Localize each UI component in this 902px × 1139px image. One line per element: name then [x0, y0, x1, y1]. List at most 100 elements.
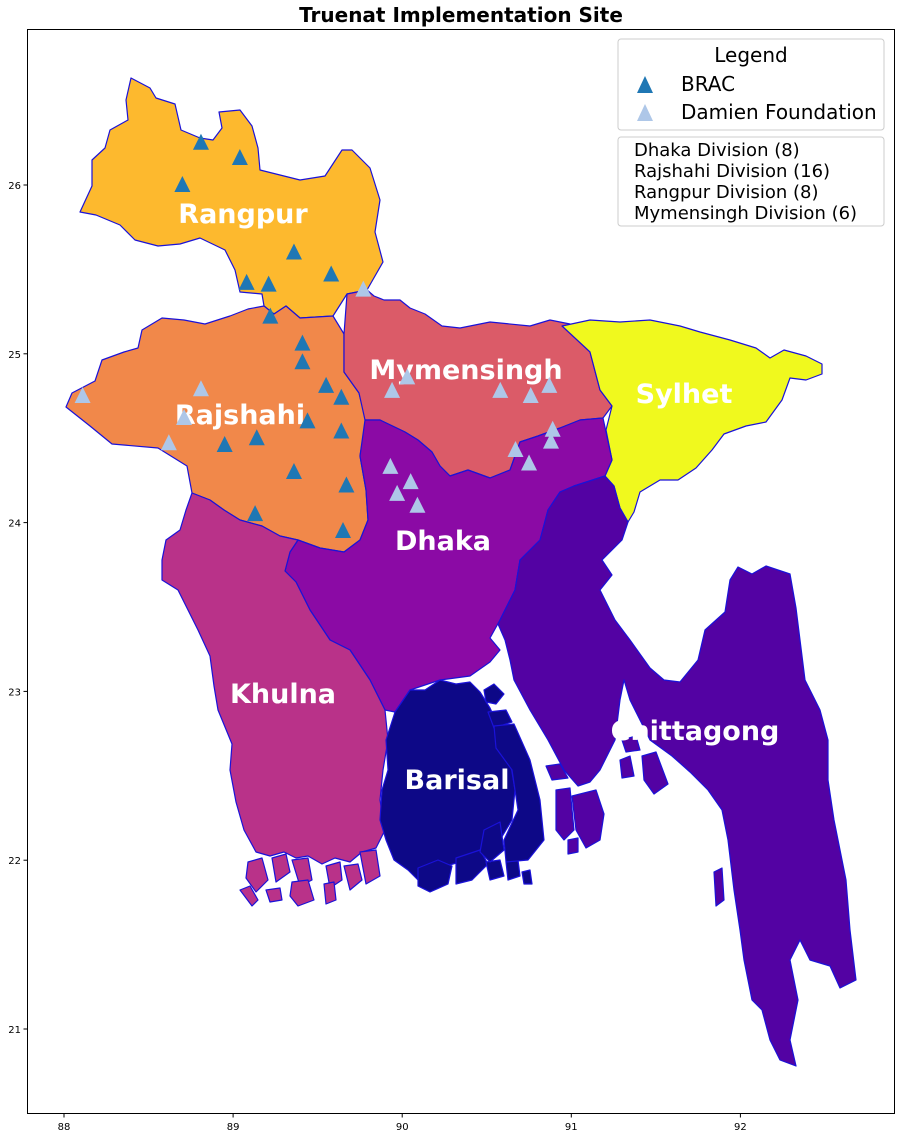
y-tick-label: 23	[8, 687, 21, 698]
x-tick-label: 92	[734, 1122, 747, 1133]
x-tick-label: 90	[396, 1122, 409, 1133]
y-tick-label: 25	[8, 350, 21, 361]
khulna-island	[323, 881, 337, 905]
chittagong-island	[621, 735, 641, 753]
khulna-island	[265, 887, 283, 903]
site-markers	[74, 133, 561, 539]
division-rangpur	[79, 77, 384, 319]
khulna-island	[245, 857, 269, 893]
site-marker-damien-foundation	[521, 454, 538, 471]
region-label-chittagong: Chittagong	[611, 716, 780, 747]
coastal-islands	[239, 683, 725, 907]
site-marker-brac	[238, 273, 255, 290]
division-shapes	[65, 77, 857, 1067]
region-label-rajshahi: Rajshahi	[175, 400, 305, 431]
region-labels: Rangpur Rajshahi Mymensingh Sylhet Dhaka…	[175, 199, 780, 796]
division-counts-legend: Dhaka Division (8) Rajshahi Division (16…	[617, 136, 885, 227]
division-counts-box	[617, 136, 885, 227]
barisal-island	[483, 683, 505, 705]
site-marker-damien-foundation	[192, 380, 209, 397]
site-marker-brac	[318, 376, 335, 393]
map-title: Truenat Implementation Site	[299, 3, 623, 27]
barisal-island	[487, 709, 513, 729]
site-marker-damien-foundation	[507, 441, 524, 458]
khulna-island	[343, 863, 363, 891]
chittagong-island	[571, 789, 605, 849]
y-axis: 26 25 24 23 22 21	[8, 181, 28, 1036]
site-marker-damien-foundation	[355, 280, 372, 297]
khulna-island	[291, 857, 313, 887]
division-chittagong	[497, 475, 857, 1067]
chittagong-island	[555, 787, 575, 841]
site-marker-damien-foundation	[382, 457, 399, 474]
barisal-island	[455, 849, 489, 885]
site-marker-brac	[248, 429, 265, 446]
site-marker-brac	[262, 307, 279, 324]
legend: Legend BRAC Damien Foundation	[617, 38, 885, 131]
site-marker-brac	[260, 275, 277, 292]
y-tick-label: 26	[8, 181, 21, 192]
legend-box	[617, 38, 885, 131]
khulna-island	[289, 879, 315, 907]
site-marker-damien-foundation	[492, 381, 509, 398]
site-marker-damien-foundation	[541, 376, 558, 393]
site-marker-brac	[294, 353, 311, 370]
site-marker-damien-foundation	[389, 484, 406, 501]
site-marker-damien-foundation	[544, 420, 561, 437]
site-marker-brac	[333, 422, 350, 439]
site-marker-brac	[231, 148, 248, 165]
site-marker-damien-foundation	[402, 473, 419, 490]
legend-marker-damien	[637, 104, 653, 121]
barisal-island	[493, 723, 545, 863]
barisal-island	[505, 859, 521, 881]
plot-frame	[27, 29, 895, 1114]
barisal-island	[521, 869, 533, 885]
khulna-island	[325, 861, 343, 889]
site-marker-brac	[335, 522, 352, 539]
barisal-island	[417, 859, 453, 893]
x-tick-label: 88	[58, 1122, 71, 1133]
site-marker-damien-foundation	[176, 408, 193, 425]
site-marker-damien-foundation	[543, 432, 560, 449]
site-marker-brac	[285, 243, 302, 260]
site-marker-brac	[216, 435, 233, 452]
region-label-dhaka: Dhaka	[395, 526, 491, 557]
x-tick-label: 89	[227, 1122, 240, 1133]
division-khulna	[161, 492, 389, 865]
chittagong-island	[619, 755, 635, 779]
chittagong-island	[567, 837, 579, 855]
site-marker-brac	[174, 176, 191, 192]
y-tick-label: 22	[8, 856, 21, 867]
region-label-mymensingh: Mymensingh	[369, 355, 562, 386]
barisal-island	[485, 859, 505, 881]
region-label-rangpur: Rangpur	[178, 199, 308, 230]
site-marker-brac	[299, 412, 316, 429]
chittagong-island	[641, 751, 669, 795]
khulna-island	[239, 885, 259, 907]
site-marker-damien-foundation	[74, 387, 91, 403]
site-marker-damien-foundation	[409, 496, 426, 513]
site-marker-brac	[285, 462, 302, 479]
site-marker-brac	[338, 476, 355, 493]
division-count-item: Rajshahi Division (16)	[634, 161, 830, 182]
site-marker-brac	[192, 133, 209, 150]
barisal-island	[479, 821, 505, 863]
chittagong-island	[545, 763, 569, 781]
khulna-island	[359, 849, 381, 885]
division-count-item: Dhaka Division (8)	[634, 140, 800, 161]
chittagong-island	[713, 867, 725, 907]
division-count-item: Rangpur Division (8)	[634, 182, 818, 203]
region-label-sylhet: Sylhet	[636, 379, 733, 410]
site-marker-brac	[333, 388, 350, 405]
khulna-island	[271, 853, 291, 883]
y-tick-label: 24	[8, 519, 21, 530]
legend-title: Legend	[714, 43, 787, 67]
legend-label-damien: Damien Foundation	[681, 100, 877, 124]
site-marker-brac	[247, 505, 264, 522]
site-marker-damien-foundation	[522, 387, 539, 403]
site-marker-brac	[294, 334, 311, 351]
site-marker-brac	[323, 265, 340, 282]
legend-label-brac: BRAC	[681, 72, 735, 96]
legend-marker-brac	[637, 76, 653, 93]
